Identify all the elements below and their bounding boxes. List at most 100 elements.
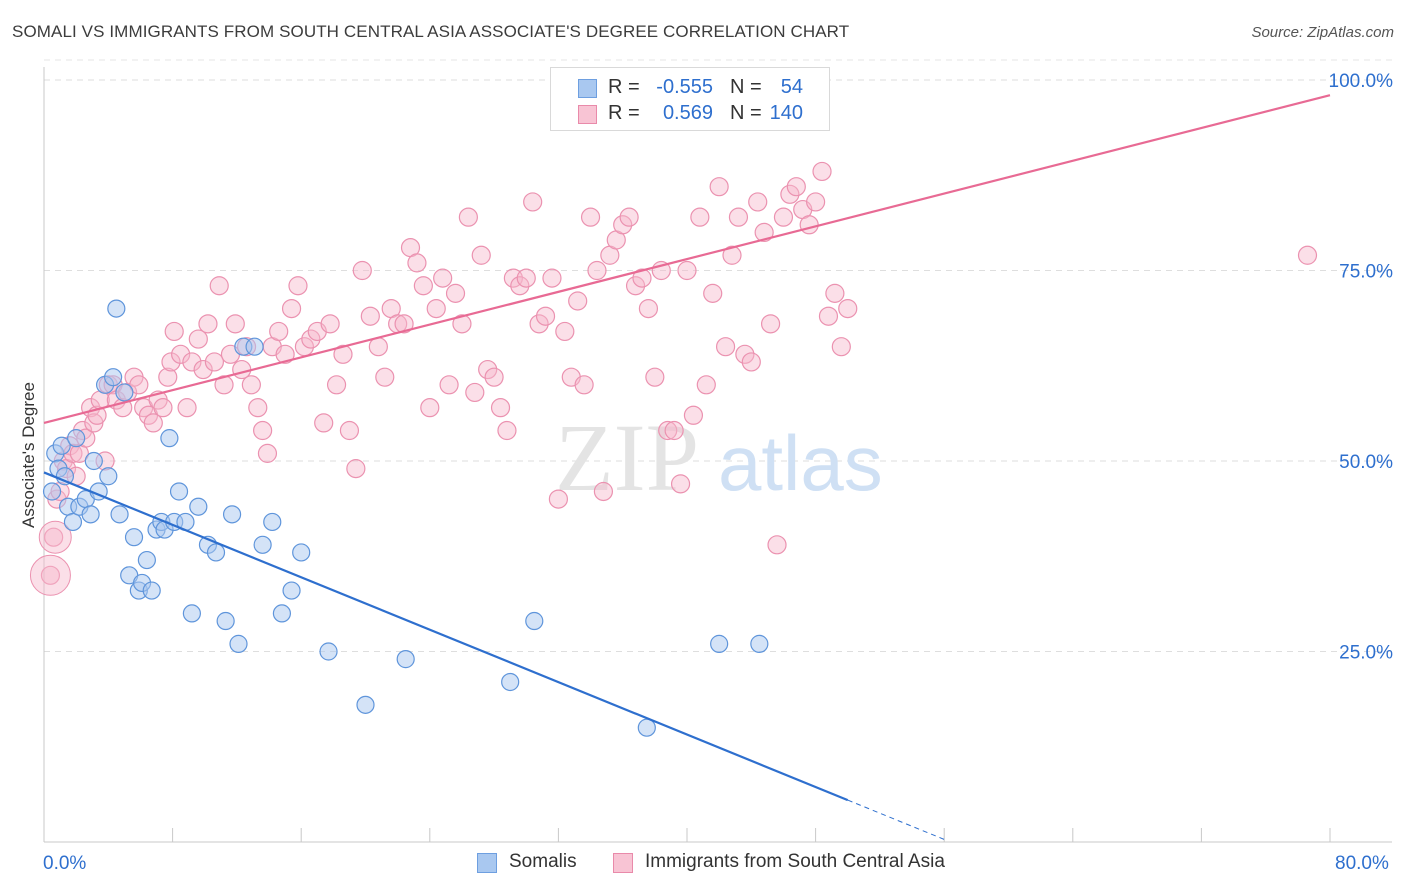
chart-title: SOMALI VS IMMIGRANTS FROM SOUTH CENTRAL … xyxy=(12,22,850,41)
data-point-somali xyxy=(216,611,235,631)
data-point-somali xyxy=(142,581,161,600)
data-point-immigrants xyxy=(593,481,614,502)
data-point-somali xyxy=(501,672,520,692)
data-point-immigrants xyxy=(773,207,794,227)
data-point-immigrants xyxy=(478,359,498,380)
legend-swatch-pink xyxy=(578,105,597,124)
data-point-immigrants xyxy=(780,184,800,204)
data-point-immigrants xyxy=(805,192,826,212)
legend-n-value: 140 xyxy=(769,102,803,124)
data-point-immigrants xyxy=(413,276,433,296)
data-point-immigrants xyxy=(574,375,594,395)
legend-row-somali: R = -0.555 N = 54 xyxy=(551,75,829,101)
data-point-somali xyxy=(137,550,156,570)
data-point-somali xyxy=(356,695,375,714)
data-point-immigrants xyxy=(445,283,466,303)
data-point-somali xyxy=(84,451,103,471)
data-point-somali xyxy=(245,337,264,356)
data-point-somali xyxy=(169,482,189,501)
legend-row-immigrants: R = 0.569 N = 140 xyxy=(551,101,829,127)
data-point-immigrants xyxy=(164,321,184,342)
data-point-immigrants xyxy=(490,398,511,418)
data-point-somali xyxy=(282,581,301,600)
data-point-immigrants xyxy=(1297,245,1318,265)
data-point-somali xyxy=(206,543,226,562)
data-point-immigrants xyxy=(529,314,549,334)
data-point-immigrants xyxy=(638,299,659,319)
legend-n-label: N = xyxy=(730,76,762,98)
data-point-immigrants xyxy=(516,268,536,288)
data-point-somali xyxy=(319,642,338,661)
legend-swatch-blue xyxy=(578,79,597,98)
data-point-somali xyxy=(292,543,311,562)
data-point-immigrants xyxy=(375,367,395,387)
data-point-immigrants xyxy=(352,260,372,281)
data-point-immigrants xyxy=(825,283,845,303)
data-point-immigrants xyxy=(171,344,191,364)
y-tick-labels: 25.0% 50.0% 75.0% 100.0% xyxy=(1329,71,1394,664)
data-point-immigrants xyxy=(177,398,197,418)
data-point-immigrants xyxy=(333,344,353,364)
data-point-somali xyxy=(63,512,83,532)
data-point-somali xyxy=(115,383,134,402)
data-point-somali xyxy=(750,634,769,653)
data-point-somali xyxy=(263,512,282,532)
data-point-immigrants xyxy=(407,253,427,273)
data-point-somali xyxy=(99,467,118,486)
data-point-immigrants xyxy=(696,375,716,395)
data-point-immigrants xyxy=(214,375,234,395)
y-tick-label: 25.0% xyxy=(1339,643,1393,664)
data-point-immigrants xyxy=(275,344,295,364)
watermark-zip: ZIP xyxy=(555,404,699,511)
bottom-swatch-pink xyxy=(613,853,633,873)
data-point-immigrants xyxy=(580,207,601,227)
data-point-immigrants xyxy=(523,192,543,212)
bottom-legend-label-immigrants: Immigrants from South Central Asia xyxy=(645,851,945,872)
data-point-immigrants xyxy=(818,306,839,326)
data-point-immigrants xyxy=(510,276,530,296)
data-point-immigrants xyxy=(153,398,173,418)
data-point-immigrants xyxy=(535,306,556,326)
data-point-immigrants xyxy=(613,215,633,235)
somali-points xyxy=(42,299,769,737)
data-point-immigrants xyxy=(281,299,302,319)
trend-line-somali xyxy=(43,471,849,802)
data-point-immigrants xyxy=(161,352,181,372)
x-max-label: 80.0% xyxy=(1335,853,1389,874)
data-point-immigrants xyxy=(143,413,163,433)
legend-r-value: -0.555 xyxy=(656,76,713,98)
data-point-somali xyxy=(110,505,129,524)
data-point-immigrants xyxy=(587,260,607,281)
data-point-immigrants xyxy=(625,276,646,296)
data-point-immigrants xyxy=(320,314,340,334)
data-point-somali xyxy=(81,505,100,524)
data-point-immigrants xyxy=(339,420,360,441)
data-point-immigrants xyxy=(471,245,491,265)
data-point-somali xyxy=(396,650,415,669)
data-point-immigrants-large xyxy=(29,554,71,596)
data-point-immigrants xyxy=(346,459,366,479)
legend: R = -0.555 N = 54 R = 0.569 N = 140 xyxy=(550,67,830,131)
data-point-immigrants xyxy=(741,352,761,372)
data-point-immigrants xyxy=(225,314,245,334)
data-point-immigrants xyxy=(326,375,347,395)
data-point-immigrants xyxy=(664,420,684,441)
watermark-atlas: atlas xyxy=(718,419,883,507)
data-point-immigrants xyxy=(257,443,278,463)
y-tick-label: 100.0% xyxy=(1329,71,1394,92)
data-point-somali xyxy=(160,429,179,448)
data-point-immigrants xyxy=(786,177,806,197)
data-point-immigrants xyxy=(188,329,208,349)
data-point-somali xyxy=(253,535,272,554)
data-point-immigrants xyxy=(452,314,472,334)
data-point-somali xyxy=(525,611,544,631)
data-point-immigrants xyxy=(269,321,289,342)
legend-n-label: N = xyxy=(730,102,762,124)
data-point-immigrants xyxy=(439,375,459,395)
data-point-immigrants xyxy=(748,192,768,212)
trend-lines xyxy=(43,94,1331,840)
data-point-immigrants xyxy=(182,352,202,372)
trend-line-somali-extension xyxy=(847,799,945,840)
data-point-immigrants xyxy=(658,420,678,441)
data-point-immigrants xyxy=(426,299,446,319)
